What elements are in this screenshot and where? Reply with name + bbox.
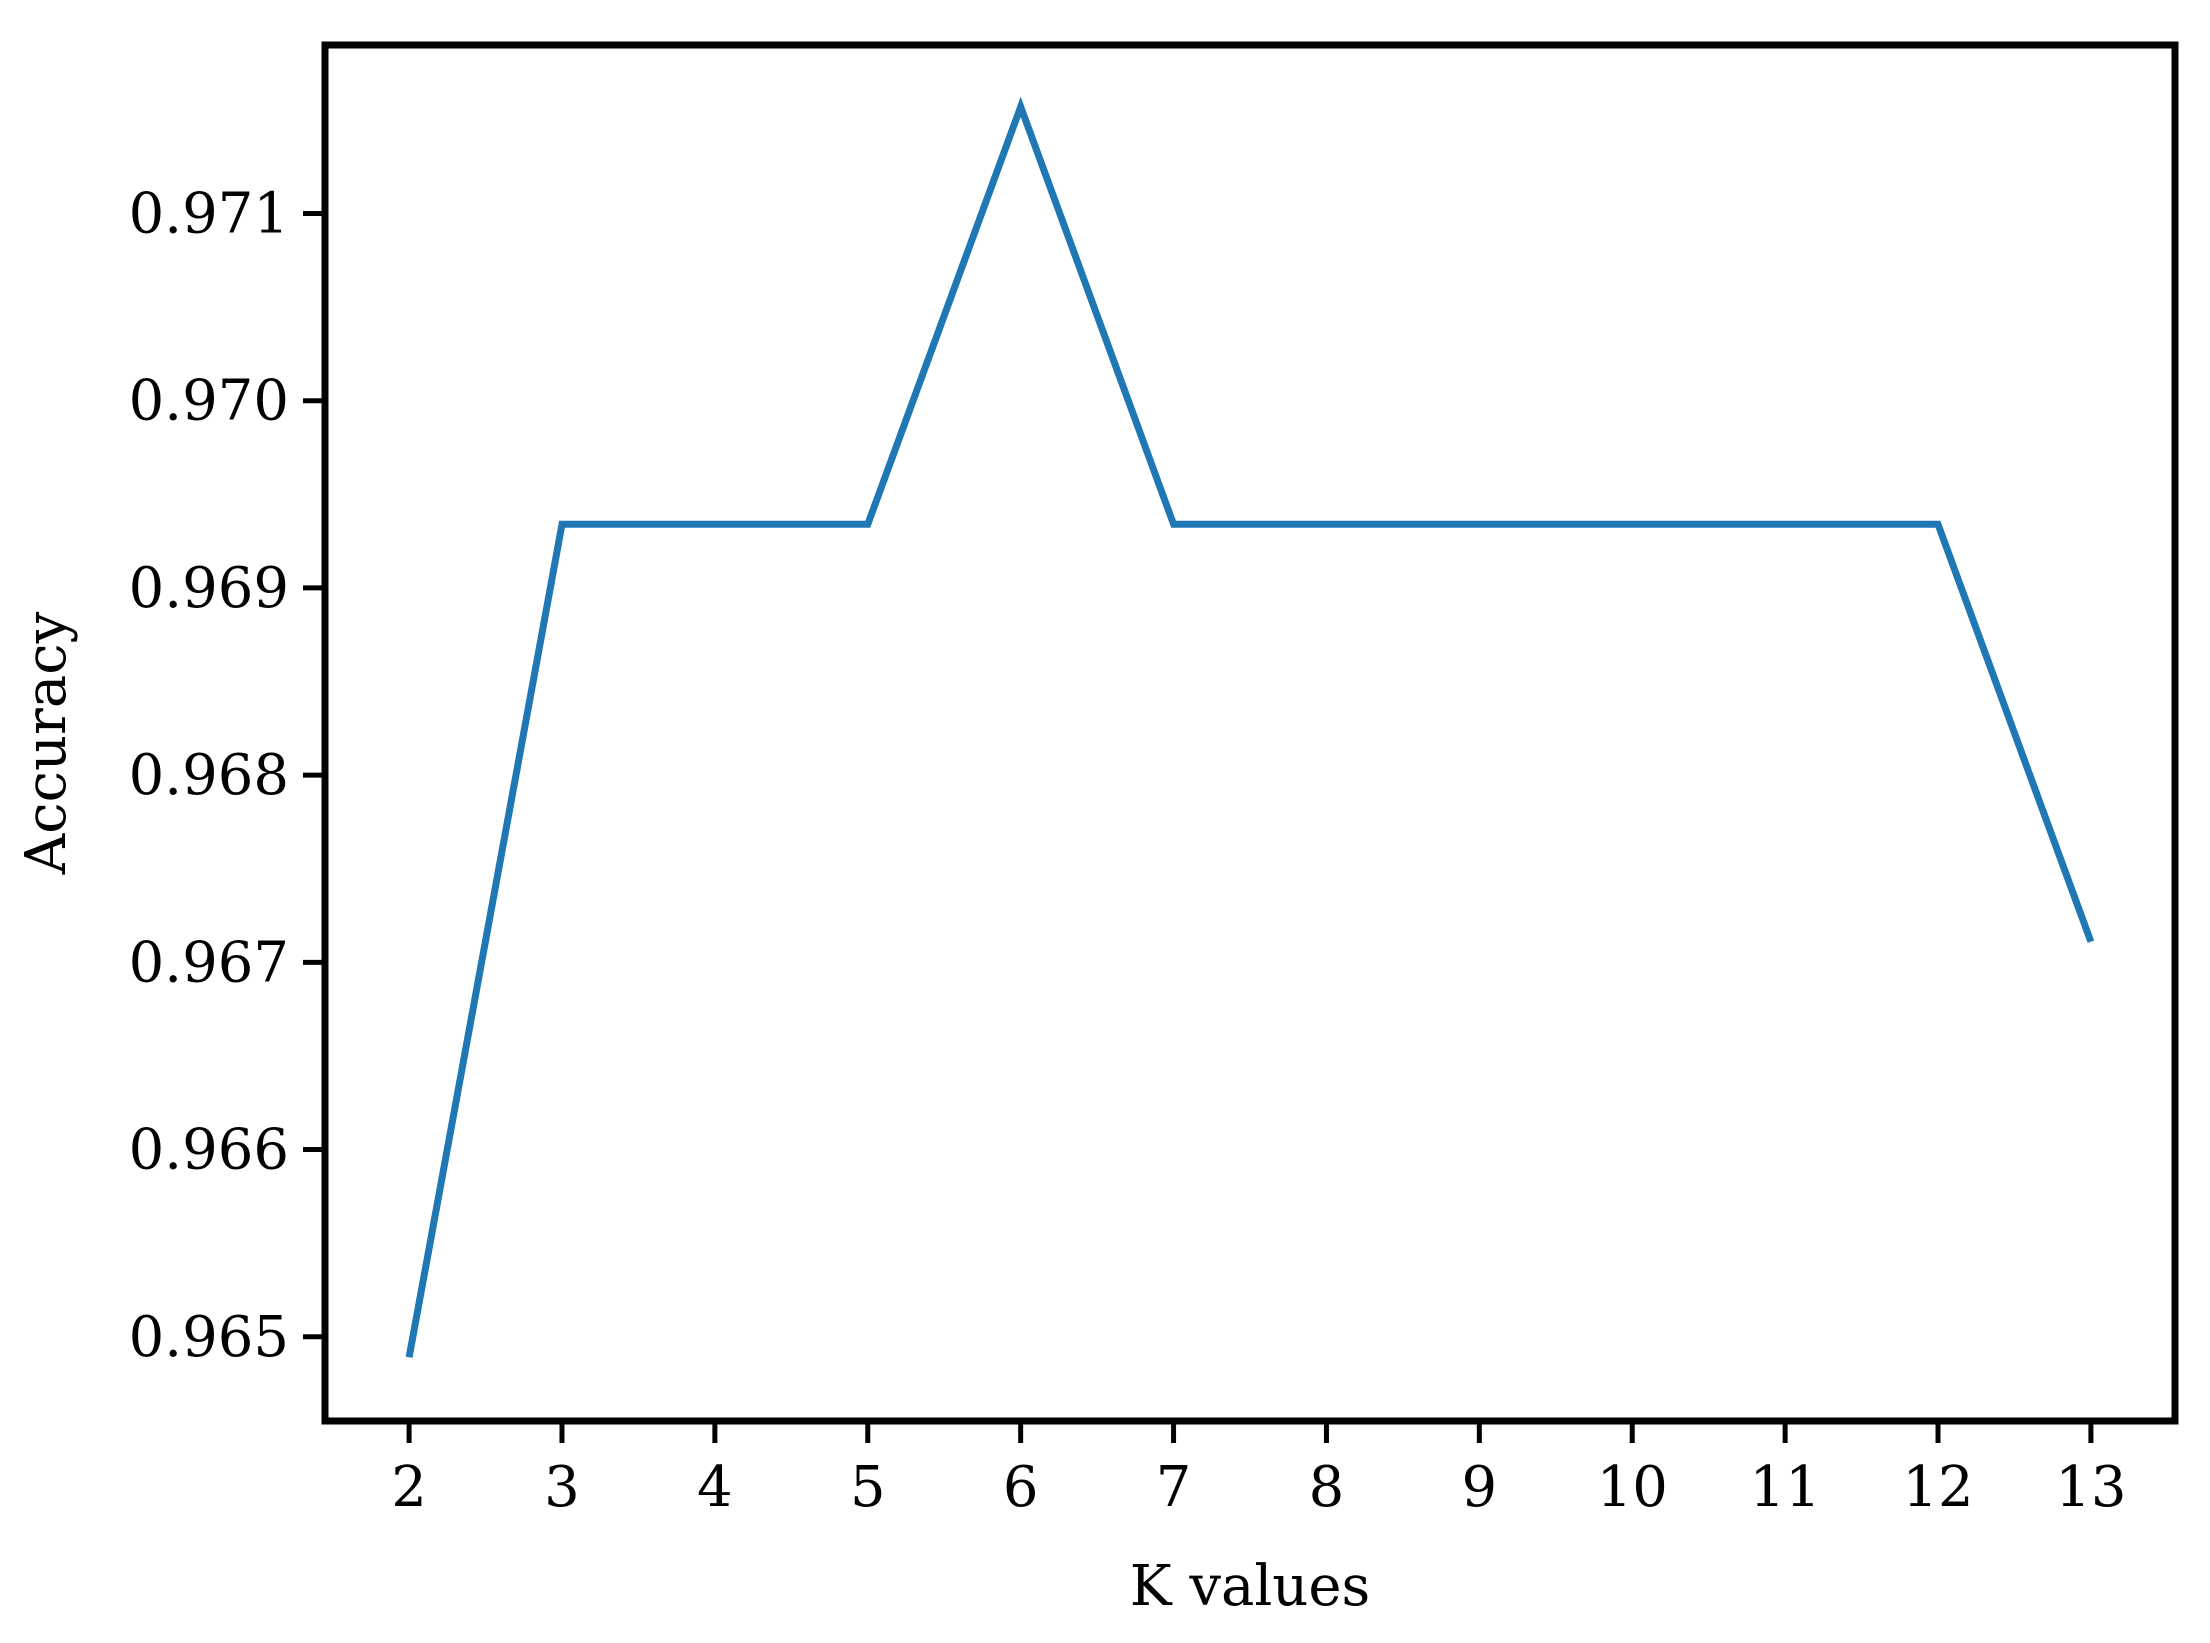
x-tick-label: 13 [2055,1455,2126,1520]
x-tick-label: 12 [1902,1455,1973,1520]
x-tick-label: 11 [1749,1455,1820,1520]
y-axis-title: Accuracy [14,611,79,875]
y-tick-label: 0.968 [129,743,289,808]
y-axis: 0.965 0.966 0.967 0.968 0.969 0.970 0.971 [129,181,325,1370]
plot-frame [321,41,2179,1425]
x-tick-label: 7 [1156,1455,1192,1520]
x-tick-label: 5 [850,1455,886,1520]
y-tick-label: 0.967 [129,930,289,995]
y-tick-label: 0.969 [129,556,289,621]
x-tick-label: 8 [1309,1455,1345,1520]
x-axis: 2 3 4 5 6 7 8 9 10 11 12 13 [391,1421,2127,1520]
x-tick-label: 9 [1462,1455,1498,1520]
y-tick-label: 0.971 [129,181,289,246]
x-tick-label: 6 [1003,1455,1039,1520]
x-tick-label: 3 [544,1455,580,1520]
series-line [405,96,2095,1358]
plot-area [405,96,2095,1358]
x-tick-label: 2 [391,1455,427,1520]
x-tick-label: 4 [697,1455,733,1520]
x-axis-title: K values [1130,1554,1371,1619]
x-tick-label: 10 [1597,1455,1668,1520]
y-tick-label: 0.966 [129,1118,289,1183]
y-tick-label: 0.970 [129,369,289,434]
y-tick-label: 0.965 [129,1305,289,1370]
